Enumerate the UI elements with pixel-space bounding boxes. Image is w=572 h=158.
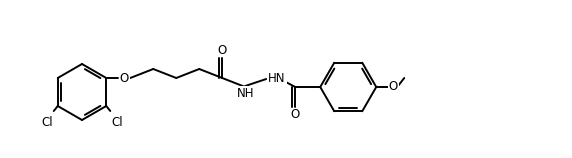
Text: O: O xyxy=(120,72,129,85)
Text: Cl: Cl xyxy=(41,116,53,129)
Text: O: O xyxy=(217,43,227,57)
Text: Cl: Cl xyxy=(112,116,123,129)
Text: HN: HN xyxy=(268,72,286,85)
Text: O: O xyxy=(388,80,398,94)
Text: O: O xyxy=(291,109,300,122)
Text: NH: NH xyxy=(236,87,254,100)
